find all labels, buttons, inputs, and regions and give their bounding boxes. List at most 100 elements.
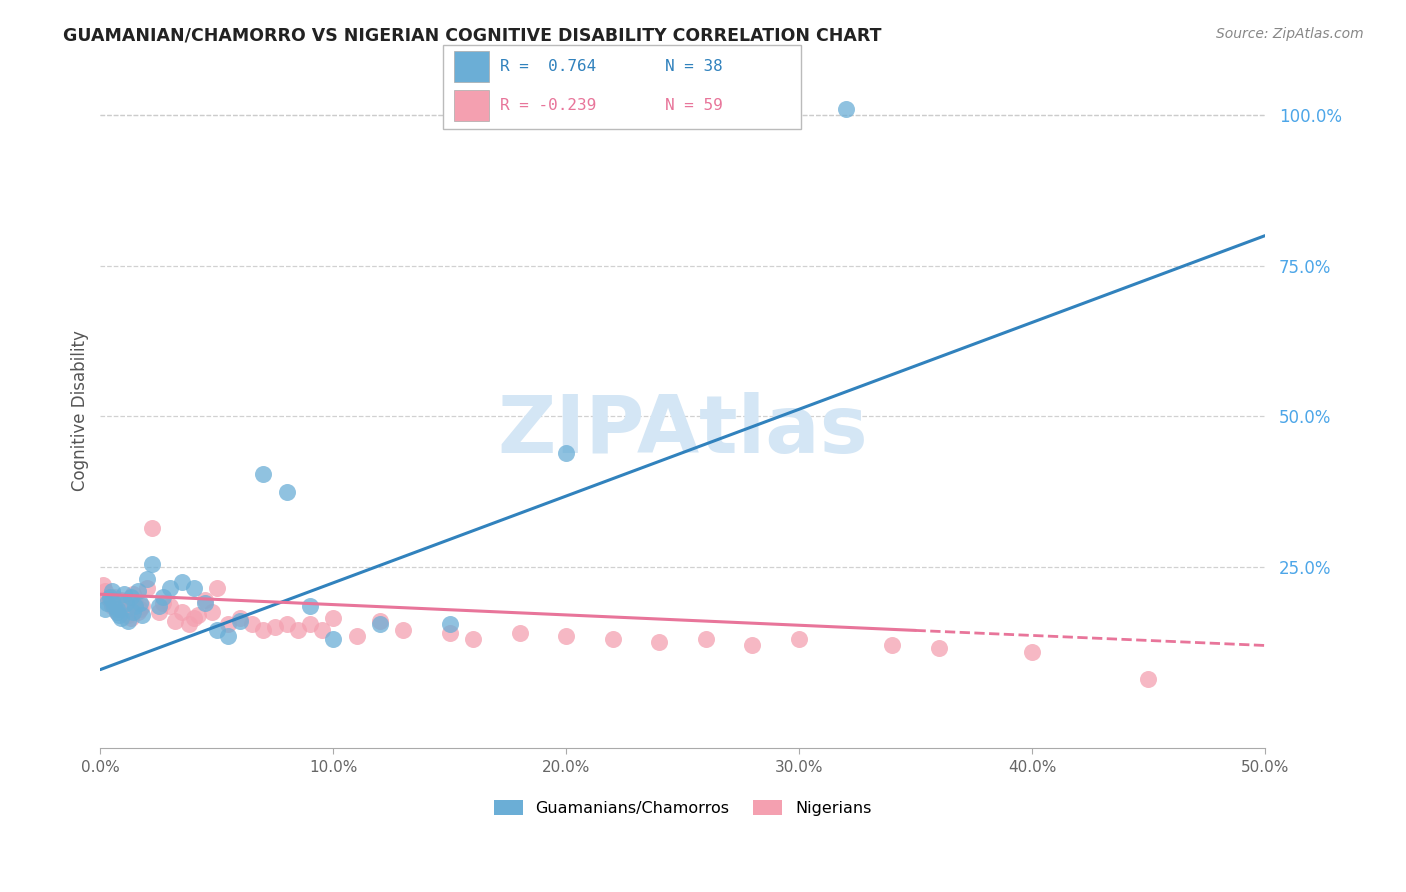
Point	[124, 599, 146, 614]
Point	[108, 602, 131, 616]
Point	[141, 557, 163, 571]
Point	[115, 602, 138, 616]
Point	[101, 596, 124, 610]
Point	[368, 617, 391, 632]
Point	[129, 596, 152, 610]
Point	[127, 605, 149, 619]
Point	[439, 626, 461, 640]
Point	[252, 467, 274, 481]
Point	[555, 445, 578, 459]
Point	[928, 641, 950, 656]
Point	[170, 575, 193, 590]
Point	[148, 599, 170, 614]
Point	[311, 624, 333, 638]
Text: ZIPAtlas: ZIPAtlas	[498, 392, 868, 470]
Point	[96, 591, 118, 605]
Point	[322, 611, 344, 625]
Point	[298, 599, 321, 614]
Text: R =  0.764: R = 0.764	[501, 59, 596, 74]
Point	[252, 624, 274, 638]
Point	[882, 639, 904, 653]
Point	[298, 617, 321, 632]
Point	[105, 605, 128, 619]
Point	[1021, 644, 1043, 658]
Point	[103, 591, 125, 605]
Point	[170, 605, 193, 619]
Point	[103, 599, 125, 614]
Point	[187, 608, 209, 623]
Point	[101, 584, 124, 599]
Point	[177, 617, 200, 632]
Text: N = 38: N = 38	[665, 59, 723, 74]
Point	[163, 615, 186, 629]
Point	[117, 615, 139, 629]
Point	[287, 624, 309, 638]
Point	[124, 596, 146, 610]
Point	[94, 584, 117, 599]
Point	[115, 596, 138, 610]
FancyBboxPatch shape	[454, 90, 489, 120]
Point	[120, 591, 142, 605]
Point	[509, 626, 531, 640]
Point	[103, 599, 125, 614]
Text: R = -0.239: R = -0.239	[501, 98, 596, 113]
Point	[346, 629, 368, 643]
Point	[96, 596, 118, 610]
Point	[392, 624, 415, 638]
Point	[131, 608, 153, 623]
Point	[834, 102, 856, 116]
Point	[136, 572, 159, 586]
Point	[201, 605, 224, 619]
Point	[217, 629, 239, 643]
Point	[741, 639, 763, 653]
Point	[194, 593, 217, 607]
Point	[264, 620, 287, 634]
Point	[98, 593, 121, 607]
Point	[648, 635, 671, 649]
Point	[136, 581, 159, 595]
Point	[152, 596, 174, 610]
Y-axis label: Cognitive Disability: Cognitive Disability	[72, 330, 89, 491]
Text: N = 59: N = 59	[665, 98, 723, 113]
Point	[461, 632, 484, 647]
Point	[194, 596, 217, 610]
Point	[240, 617, 263, 632]
Point	[129, 602, 152, 616]
Point	[108, 608, 131, 623]
Point	[120, 611, 142, 625]
Point	[98, 591, 121, 605]
Point	[110, 593, 132, 607]
Point	[159, 599, 181, 614]
Point	[229, 611, 252, 625]
Point	[112, 587, 135, 601]
Point	[787, 632, 810, 647]
Point	[117, 608, 139, 623]
Point	[152, 591, 174, 605]
Point	[122, 587, 145, 601]
Point	[368, 615, 391, 629]
Point	[105, 602, 128, 616]
Point	[695, 632, 717, 647]
Point	[94, 602, 117, 616]
Point	[1137, 672, 1160, 686]
Point	[183, 581, 205, 595]
Point	[276, 484, 298, 499]
Text: Source: ZipAtlas.com: Source: ZipAtlas.com	[1216, 27, 1364, 41]
Point	[439, 617, 461, 632]
Point	[205, 581, 228, 595]
Point	[131, 599, 153, 614]
FancyBboxPatch shape	[443, 45, 801, 129]
Point	[159, 581, 181, 595]
Point	[205, 624, 228, 638]
Point	[322, 632, 344, 647]
Point	[276, 617, 298, 632]
FancyBboxPatch shape	[454, 52, 489, 82]
Point	[110, 611, 132, 625]
Legend: Guamanians/Chamorros, Nigerians: Guamanians/Chamorros, Nigerians	[488, 793, 877, 822]
Point	[602, 632, 624, 647]
Point	[112, 596, 135, 610]
Point	[127, 584, 149, 599]
Point	[555, 629, 578, 643]
Point	[141, 521, 163, 535]
Point	[229, 615, 252, 629]
